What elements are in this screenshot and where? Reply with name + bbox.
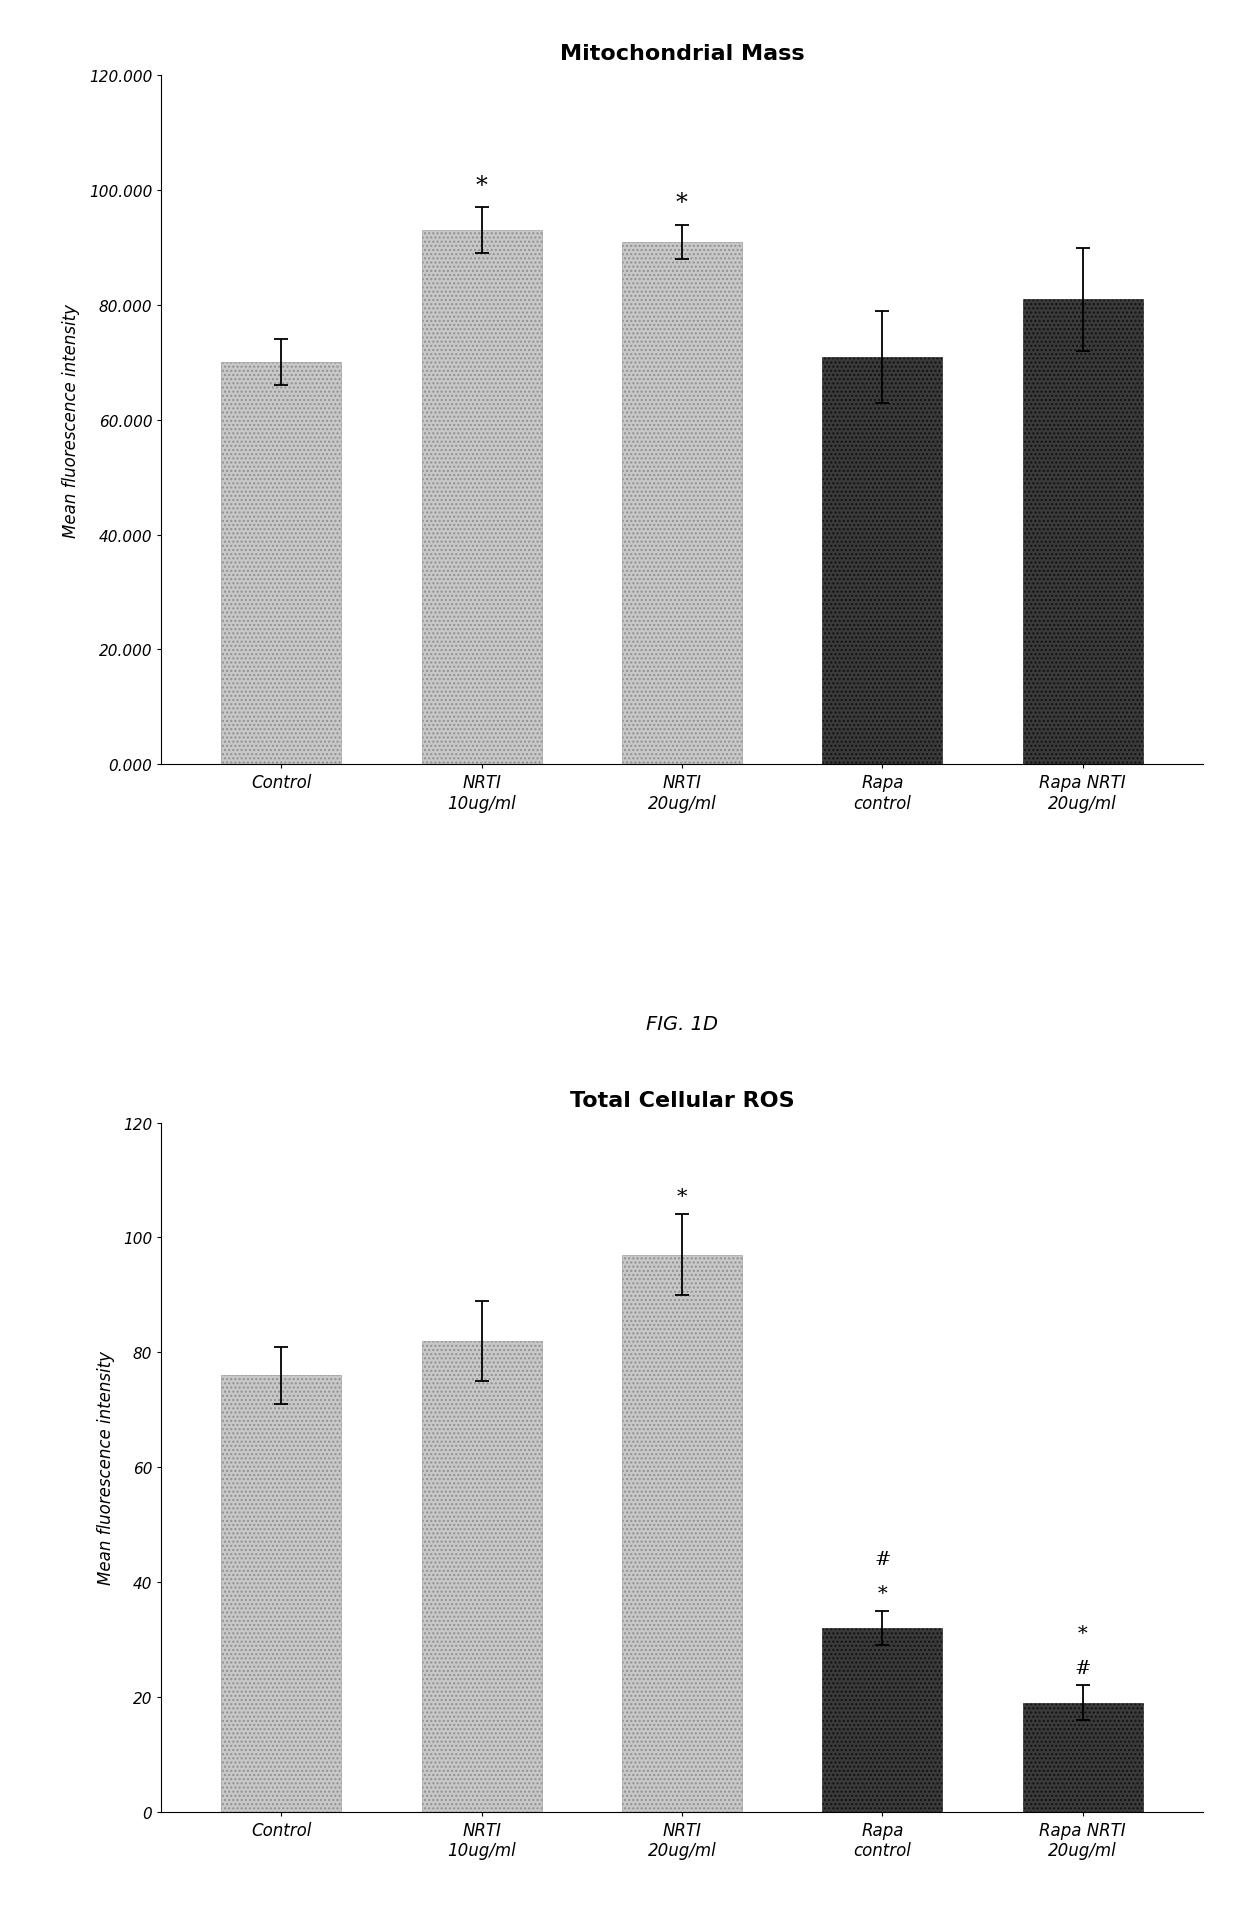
Bar (221, 362, 341, 765)
Bar (622, 242, 742, 765)
Text: FIG. 1D: FIG. 1D (646, 1015, 718, 1034)
Text: *: * (677, 1188, 687, 1207)
Text: *: * (676, 193, 688, 215)
Y-axis label: Mean fluorescence intensity: Mean fluorescence intensity (97, 1350, 114, 1585)
Text: #: # (1074, 1659, 1091, 1676)
Bar (822, 357, 942, 765)
Bar (1023, 299, 1143, 765)
Bar (221, 1375, 341, 1812)
Title: Mitochondrial Mass: Mitochondrial Mass (559, 44, 805, 63)
Bar (422, 1341, 542, 1812)
Y-axis label: Mean fluorescence intensity: Mean fluorescence intensity (62, 303, 81, 538)
Title: Total Cellular ROS: Total Cellular ROS (569, 1091, 795, 1110)
Text: #: # (874, 1550, 890, 1568)
Bar (1023, 1703, 1143, 1812)
Bar (622, 1255, 742, 1812)
Text: *: * (1078, 1625, 1087, 1642)
Bar (422, 231, 542, 765)
Bar (822, 1629, 942, 1812)
Text: *: * (878, 1585, 887, 1602)
Text: *: * (476, 175, 487, 198)
